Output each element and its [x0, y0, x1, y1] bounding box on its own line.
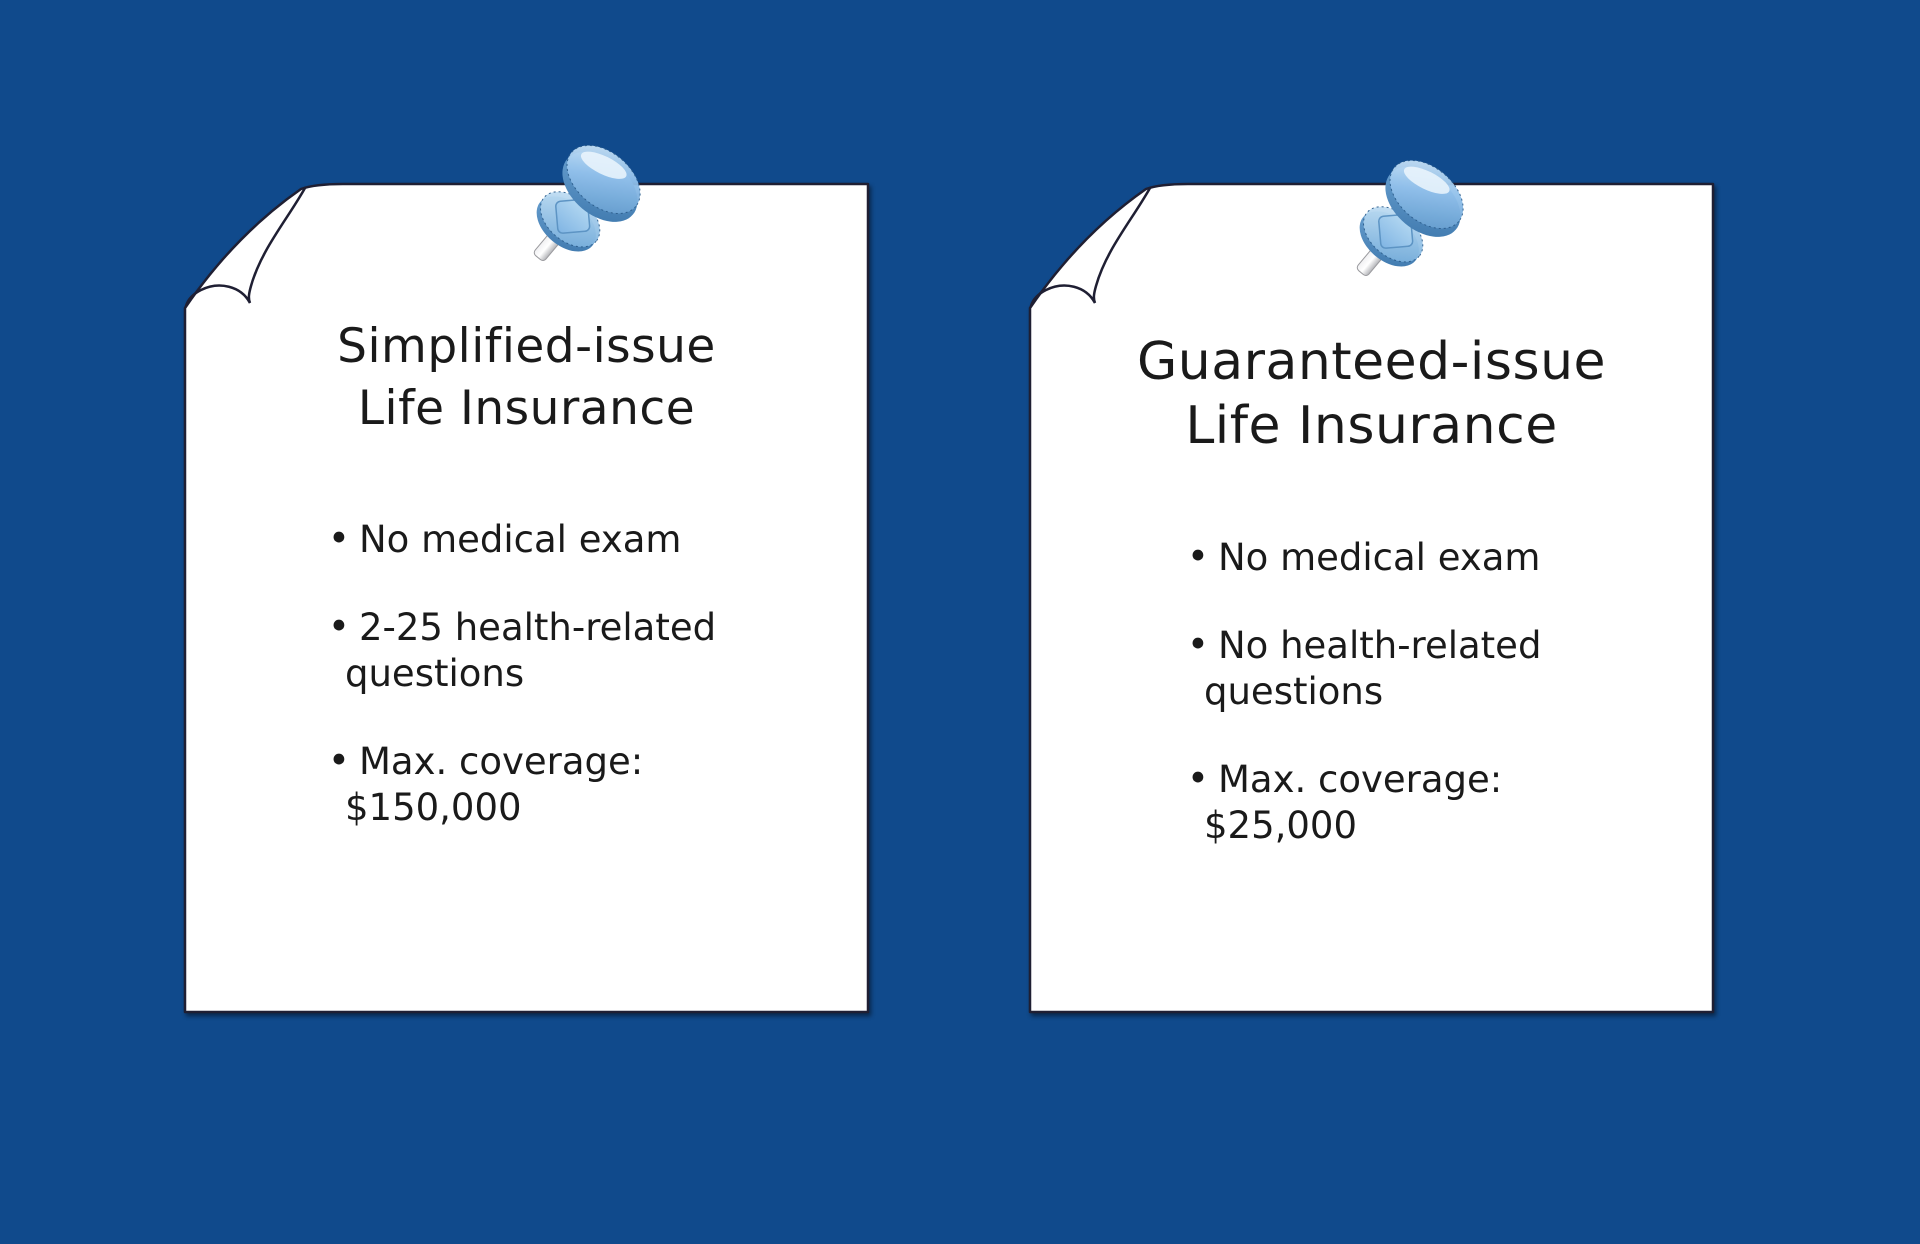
bullet-item: • Max. coverage: $150,000 [328, 739, 840, 831]
bullet-item: • No medical exam [328, 517, 840, 563]
note-title-line1: Simplified-issue [337, 319, 716, 374]
bullet-text-wrap: questions [345, 652, 525, 695]
note-simplified-issue: Simplified-issue Life Insurance • No med… [183, 144, 870, 1014]
bullet-item: • No health-related questions [1187, 623, 1685, 715]
note-content: Guaranteed-issue Life Insurance • No med… [1028, 182, 1715, 1014]
note-content: Simplified-issue Life Insurance • No med… [183, 182, 870, 1014]
bullet-dot: • [1187, 757, 1209, 800]
push-pin-icon [1356, 159, 1464, 276]
bullet-list: • No medical exam • 2-25 health-related … [183, 517, 870, 831]
bullet-dot: • [328, 517, 350, 560]
note-title-line1: Guaranteed-issue [1136, 332, 1607, 392]
note-paper [1028, 182, 1715, 1014]
bullet-text: Max. coverage: [359, 740, 644, 783]
bullet-text-wrap: questions [1204, 670, 1384, 713]
bullet-dot: • [1187, 535, 1209, 578]
bullet-text: No medical exam [1218, 536, 1541, 579]
note-paper [183, 182, 870, 1014]
paper-sheet [183, 182, 870, 1014]
bullet-item: • 2-25 health-related questions [328, 605, 840, 697]
bullet-text: No medical exam [359, 518, 682, 561]
note-title: Guaranteed-issue Life Insurance [1028, 330, 1715, 458]
bullet-text-wrap: $150,000 [345, 786, 522, 829]
paper-sheet [1028, 182, 1715, 1014]
note-title: Simplified-issue Life Insurance [183, 316, 870, 440]
bullet-item: • Max. coverage: $25,000 [1187, 757, 1685, 849]
note-title-line2: Life Insurance [357, 381, 696, 436]
bullet-text: No health-related [1218, 624, 1542, 667]
bullet-text-wrap: $25,000 [1204, 804, 1358, 847]
note-guaranteed-issue: Guaranteed-issue Life Insurance • No med… [1028, 159, 1715, 1014]
push-pin-icon [533, 144, 641, 261]
note-title-line2: Life Insurance [1185, 396, 1558, 456]
bullet-item: • No medical exam [1187, 535, 1685, 581]
bullet-dot: • [328, 605, 350, 648]
page-curl [184, 186, 307, 308]
bullet-text: 2-25 health-related [359, 606, 717, 649]
bullet-text: Max. coverage: [1218, 758, 1503, 801]
bullet-list: • No medical exam • No health-related qu… [1028, 535, 1715, 849]
bullet-dot: • [328, 739, 350, 782]
bullet-dot: • [1187, 623, 1209, 666]
page-curl [1029, 186, 1152, 308]
